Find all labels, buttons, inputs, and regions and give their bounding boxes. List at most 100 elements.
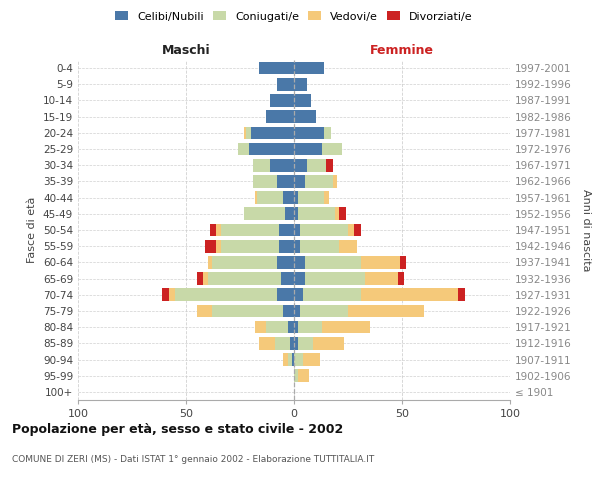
Bar — [277, 288, 294, 301]
Bar — [208, 256, 212, 268]
Bar — [277, 175, 294, 188]
Bar — [197, 272, 203, 285]
Bar — [326, 159, 333, 172]
Bar — [210, 224, 216, 236]
Bar — [458, 288, 464, 301]
Bar — [298, 337, 313, 349]
Bar — [270, 159, 294, 172]
Bar — [270, 94, 294, 107]
Bar — [348, 224, 355, 236]
Bar — [324, 192, 329, 204]
Bar — [294, 62, 324, 74]
Bar — [294, 321, 298, 334]
Bar — [208, 272, 281, 285]
Bar — [294, 337, 298, 349]
Bar — [259, 62, 294, 74]
Bar — [333, 175, 337, 188]
Bar — [348, 304, 424, 318]
Bar — [301, 224, 348, 236]
Bar — [279, 224, 294, 236]
Bar — [238, 142, 248, 156]
Bar — [247, 126, 251, 139]
Bar — [205, 240, 216, 252]
Bar — [216, 240, 221, 252]
Bar — [294, 78, 307, 90]
Bar — [294, 159, 307, 172]
Bar — [294, 175, 305, 188]
Bar — [294, 370, 298, 382]
Bar — [294, 110, 316, 123]
Text: Popolazione per età, sesso e stato civile - 2002: Popolazione per età, sesso e stato civil… — [12, 422, 343, 436]
Bar — [305, 272, 365, 285]
Bar — [294, 353, 302, 366]
Bar — [221, 240, 279, 252]
Bar — [340, 208, 346, 220]
Bar — [305, 256, 361, 268]
Bar — [248, 142, 294, 156]
Text: COMUNE DI ZERI (MS) - Dati ISTAT 1° gennaio 2002 - Elaborazione TUTTITALIA.IT: COMUNE DI ZERI (MS) - Dati ISTAT 1° genn… — [12, 455, 374, 464]
Bar — [294, 256, 305, 268]
Bar — [294, 240, 301, 252]
Bar — [169, 288, 175, 301]
Y-axis label: Anni di nascita: Anni di nascita — [581, 188, 591, 271]
Bar — [286, 208, 294, 220]
Bar — [355, 224, 361, 236]
Bar — [212, 304, 283, 318]
Bar — [361, 288, 458, 301]
Bar — [266, 321, 287, 334]
Bar — [244, 208, 286, 220]
Bar — [294, 224, 301, 236]
Bar — [322, 321, 370, 334]
Bar — [287, 321, 294, 334]
Bar — [301, 304, 348, 318]
Bar — [294, 94, 311, 107]
Bar — [324, 126, 331, 139]
Text: Femmine: Femmine — [370, 44, 434, 58]
Bar — [298, 192, 324, 204]
Bar — [221, 224, 279, 236]
Legend: Celibi/Nubili, Coniugati/e, Vedovi/e, Divorziati/e: Celibi/Nubili, Coniugati/e, Vedovi/e, Di… — [115, 11, 473, 22]
Bar — [175, 288, 277, 301]
Bar — [287, 353, 292, 366]
Bar — [398, 272, 404, 285]
Bar — [365, 272, 398, 285]
Bar — [305, 175, 333, 188]
Bar — [298, 321, 322, 334]
Text: Maschi: Maschi — [161, 44, 211, 58]
Bar — [294, 192, 298, 204]
Bar — [216, 224, 221, 236]
Bar — [257, 192, 283, 204]
Bar — [253, 175, 277, 188]
Bar — [251, 126, 294, 139]
Bar — [294, 288, 302, 301]
Bar — [361, 256, 400, 268]
Bar — [197, 304, 212, 318]
Bar — [322, 142, 341, 156]
Bar — [283, 192, 294, 204]
Bar — [298, 208, 335, 220]
Bar — [275, 337, 290, 349]
Bar — [162, 288, 169, 301]
Bar — [313, 337, 344, 349]
Bar — [294, 142, 322, 156]
Bar — [307, 159, 326, 172]
Bar — [277, 78, 294, 90]
Bar — [281, 272, 294, 285]
Bar — [292, 353, 294, 366]
Bar — [283, 304, 294, 318]
Bar — [294, 126, 324, 139]
Bar — [259, 337, 275, 349]
Bar — [244, 126, 247, 139]
Bar — [301, 240, 340, 252]
Bar — [279, 240, 294, 252]
Bar — [298, 370, 309, 382]
Bar — [294, 304, 301, 318]
Bar — [294, 272, 305, 285]
Bar — [212, 256, 277, 268]
Y-axis label: Fasce di età: Fasce di età — [28, 197, 37, 263]
Bar — [255, 321, 266, 334]
Bar — [340, 240, 356, 252]
Bar — [266, 110, 294, 123]
Bar — [335, 208, 340, 220]
Bar — [302, 288, 361, 301]
